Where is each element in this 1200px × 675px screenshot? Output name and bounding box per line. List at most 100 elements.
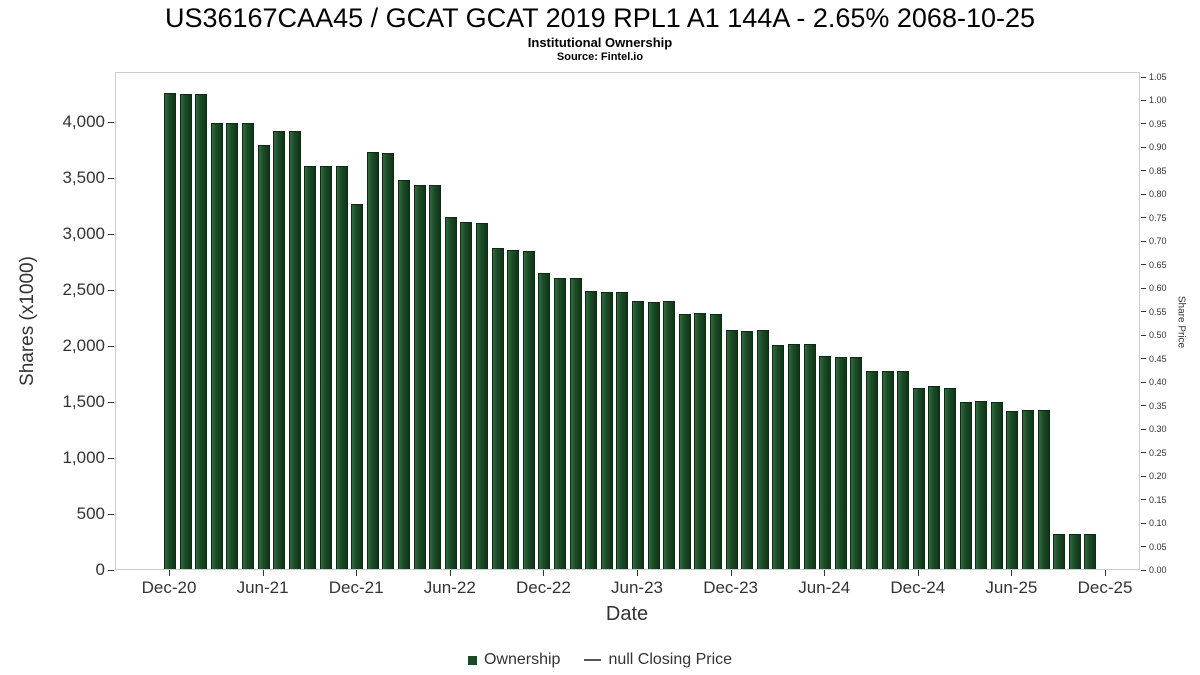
ownership-bar bbox=[195, 94, 208, 569]
ownership-bar bbox=[694, 313, 707, 569]
right-tick-label: 0.40 bbox=[1149, 377, 1167, 388]
left-tick-mark bbox=[108, 569, 114, 571]
legend-label: Ownership bbox=[483, 651, 561, 668]
right-tick-label: 0.35 bbox=[1149, 400, 1167, 411]
ownership-bar bbox=[959, 402, 972, 569]
ownership-bar bbox=[678, 314, 691, 569]
right-tick-label: 0.10 bbox=[1149, 518, 1167, 529]
ownership-bar bbox=[444, 217, 457, 569]
right-tick-mark bbox=[1141, 546, 1146, 548]
x-tick-mark bbox=[917, 570, 919, 576]
ownership-bar bbox=[1006, 411, 1019, 569]
right-tick-mark bbox=[1141, 193, 1146, 195]
x-tick-label: Dec-20 bbox=[141, 578, 197, 597]
ownership-bar bbox=[1068, 534, 1081, 569]
ownership-bar bbox=[912, 388, 925, 569]
right-axis-title: Share Price bbox=[1175, 295, 1187, 349]
left-tick-label: 1,000 bbox=[62, 448, 105, 467]
right-tick-label: 0.80 bbox=[1149, 189, 1167, 200]
right-tick-label: 0.75 bbox=[1149, 212, 1167, 223]
ownership-bar bbox=[273, 131, 286, 569]
left-tick-mark bbox=[108, 401, 114, 403]
legend-square-marker-icon bbox=[467, 655, 477, 665]
right-tick-label: 0.20 bbox=[1149, 471, 1167, 482]
ownership-bar bbox=[460, 222, 473, 569]
left-tick-mark bbox=[108, 457, 114, 459]
left-tick-mark bbox=[108, 121, 114, 123]
ownership-bar bbox=[834, 357, 847, 569]
ownership-bar bbox=[1053, 534, 1066, 569]
ownership-bar bbox=[210, 123, 223, 569]
chart-subtitle: Institutional Ownership bbox=[527, 35, 673, 50]
x-tick-label: Jun-23 bbox=[611, 578, 663, 597]
ownership-bar bbox=[554, 278, 566, 569]
left-tick-label: 0 bbox=[95, 560, 105, 579]
right-tick-mark bbox=[1141, 240, 1146, 242]
ownership-bar bbox=[819, 356, 832, 569]
right-tick-label: 0.55 bbox=[1149, 306, 1167, 317]
ownership-bar bbox=[928, 386, 941, 569]
left-tick-label: 2,000 bbox=[62, 336, 105, 355]
ownership-bar bbox=[1084, 534, 1097, 569]
right-tick-label: 0.65 bbox=[1149, 259, 1167, 270]
x-tick-mark bbox=[543, 570, 545, 576]
ownership-bar bbox=[242, 123, 254, 569]
ownership-bar bbox=[975, 401, 988, 569]
right-tick-label: 0.70 bbox=[1149, 236, 1167, 247]
left-tick-mark bbox=[108, 289, 114, 291]
left-tick-label: 4,000 bbox=[62, 112, 105, 131]
x-tick-mark bbox=[262, 570, 264, 576]
right-tick-mark bbox=[1141, 311, 1146, 313]
left-tick-label: 500 bbox=[76, 504, 105, 523]
left-tick-label: 2,500 bbox=[62, 280, 105, 299]
ownership-bar bbox=[725, 330, 738, 569]
x-tick-label: Dec-22 bbox=[515, 578, 571, 597]
ownership-bar bbox=[881, 371, 894, 569]
right-tick-mark bbox=[1141, 358, 1146, 360]
right-tick-label: 0.60 bbox=[1149, 283, 1167, 294]
plot-area bbox=[115, 72, 1140, 570]
right-tick-label: 0.95 bbox=[1149, 118, 1167, 129]
right-tick-mark bbox=[1141, 217, 1146, 219]
x-tick-label: Dec-24 bbox=[890, 578, 946, 597]
right-tick-mark bbox=[1141, 264, 1146, 266]
ownership-bar bbox=[491, 248, 504, 569]
left-tick-mark bbox=[108, 177, 114, 179]
right-tick-label: 0.05 bbox=[1149, 541, 1167, 552]
x-tick-mark bbox=[169, 570, 170, 576]
ownership-bar bbox=[788, 344, 800, 569]
left-tick-label: 3,000 bbox=[62, 224, 105, 243]
ownership-bar bbox=[476, 223, 488, 569]
right-tick-mark bbox=[1141, 405, 1146, 407]
right-tick-mark bbox=[1141, 569, 1146, 571]
ownership-bar bbox=[632, 301, 644, 569]
x-tick-mark bbox=[356, 570, 358, 576]
legend-item-ownership: Ownership bbox=[467, 651, 561, 669]
x-tick-mark bbox=[637, 570, 638, 576]
right-tick-mark bbox=[1141, 99, 1146, 101]
right-tick-label: 0.25 bbox=[1149, 447, 1167, 458]
ownership-bar bbox=[897, 371, 910, 569]
ownership-bar bbox=[850, 357, 863, 569]
ownership-bar bbox=[164, 93, 176, 569]
ownership-bar bbox=[366, 152, 379, 569]
chart-title: US36167CAA45 / GCAT GCAT 2019 RPL1 A1 14… bbox=[164, 3, 1036, 33]
ownership-bar bbox=[257, 145, 270, 569]
right-tick-mark bbox=[1141, 123, 1146, 125]
ownership-bar bbox=[507, 250, 520, 569]
right-tick-mark bbox=[1141, 428, 1146, 430]
right-tick-mark bbox=[1141, 475, 1146, 477]
ownership-bar bbox=[944, 388, 956, 569]
left-tick-mark bbox=[108, 513, 114, 515]
ownership-bar bbox=[756, 330, 769, 569]
x-axis-title: Date bbox=[605, 603, 649, 625]
right-tick-mark bbox=[1141, 76, 1146, 78]
ownership-bar bbox=[382, 153, 395, 569]
right-tick-label: 0.30 bbox=[1149, 424, 1167, 435]
ownership-bar bbox=[772, 345, 785, 569]
left-tick-mark bbox=[108, 345, 114, 347]
ownership-bar bbox=[866, 371, 878, 569]
ownership-bar bbox=[663, 301, 676, 569]
right-tick-mark bbox=[1141, 381, 1146, 383]
